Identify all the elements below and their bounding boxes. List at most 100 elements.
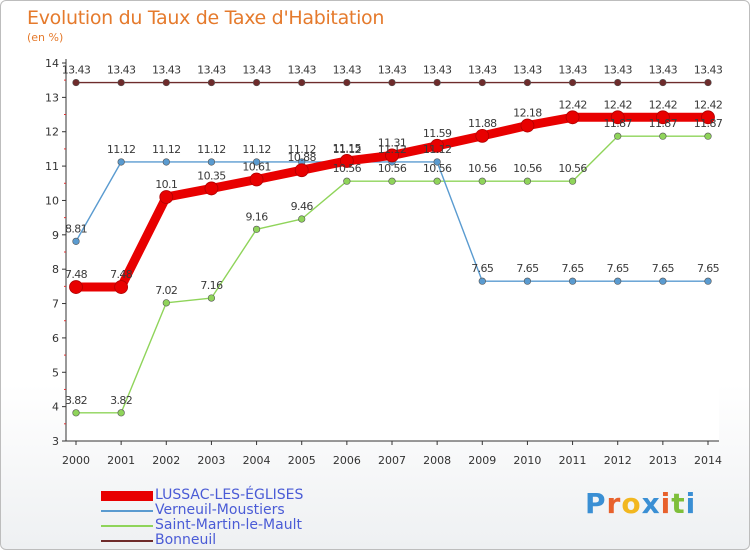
y-tick-label: 12 xyxy=(45,126,59,139)
x-tick-label: 2001 xyxy=(107,454,135,467)
data-point-verneuil-moustiers xyxy=(252,158,261,166)
x-tick-label: 2006 xyxy=(333,454,361,467)
data-point-verneuil-moustiers xyxy=(162,158,170,166)
data-label-verneuil-moustiers: 11.12 xyxy=(287,143,316,156)
y-tick-label: 13 xyxy=(45,91,59,104)
data-point-bonneuil xyxy=(298,78,306,87)
data-label-verneuil-moustiers: 7.65 xyxy=(516,262,539,275)
data-label-verneuil-moustiers: 7.65 xyxy=(562,262,585,275)
data-point-saint-martin-le-mault xyxy=(162,299,170,307)
data-label-bonneuil: 13.43 xyxy=(603,64,632,77)
data-point-lussac-les-glises xyxy=(204,181,219,196)
x-tick-label: 2009 xyxy=(468,454,496,467)
data-point-bonneuil xyxy=(704,78,712,87)
data-point-verneuil-moustiers xyxy=(568,277,577,285)
data-point-bonneuil xyxy=(72,78,80,87)
data-label-verneuil-moustiers: 7.65 xyxy=(697,262,720,275)
data-point-verneuil-moustiers xyxy=(117,158,125,166)
data-label-lussac-les-glises: 7.48 xyxy=(65,268,88,281)
x-tick-label: 2010 xyxy=(513,454,541,467)
data-point-saint-martin-le-mault xyxy=(704,132,712,140)
data-point-bonneuil xyxy=(388,78,396,87)
chart-title: Evolution du Taux de Taxe d'Habitation xyxy=(27,7,385,29)
legend-label-bonneuil: Bonneuil xyxy=(155,532,217,548)
data-label-lussac-les-glises: 10.1 xyxy=(155,178,177,191)
data-label-bonneuil: 13.43 xyxy=(423,64,452,77)
x-tick-label: 2000 xyxy=(62,454,90,467)
data-label-lussac-les-glises: 10.88 xyxy=(287,151,316,164)
data-point-lussac-les-glises xyxy=(610,110,625,125)
legend-label-lussac: LUSSAC-LES-ÉGLISES xyxy=(155,487,304,503)
legend-label-saint-martin: Saint-Martin-le-Mault xyxy=(155,517,302,533)
data-label-lussac-les-glises: 12.42 xyxy=(694,98,723,111)
legend-swatch-bonneuil xyxy=(101,540,153,542)
data-point-verneuil-moustiers xyxy=(207,158,216,166)
data-label-verneuil-moustiers: 11.12 xyxy=(242,143,271,156)
y-tick-label: 3 xyxy=(52,435,59,448)
data-point-verneuil-moustiers xyxy=(523,277,532,285)
data-label-saint-martin-le-mault: 10.56 xyxy=(423,162,452,175)
logo-letter: i xyxy=(660,487,672,520)
data-point-verneuil-moustiers xyxy=(433,158,441,166)
data-label-saint-martin-le-mault: 10.56 xyxy=(378,162,407,175)
data-point-saint-martin-le-mault xyxy=(659,132,667,140)
x-tick-label: 2004 xyxy=(243,454,271,467)
data-label-verneuil-moustiers: 8.81 xyxy=(65,222,87,235)
x-tick-label: 2008 xyxy=(423,454,451,467)
data-label-bonneuil: 13.43 xyxy=(107,64,136,77)
legend-swatch-saint-martin xyxy=(101,525,153,527)
x-tick-label: 2005 xyxy=(288,454,316,467)
data-point-saint-martin-le-mault xyxy=(72,409,80,417)
y-tick-label: 8 xyxy=(52,263,59,276)
data-point-lussac-les-glises xyxy=(159,190,174,204)
data-label-saint-martin-le-mault: 3.82 xyxy=(110,394,132,407)
data-point-saint-martin-le-mault xyxy=(433,177,441,185)
data-label-bonneuil: 13.43 xyxy=(378,64,407,77)
y-tick-label: 14 xyxy=(45,57,59,70)
data-point-lussac-les-glises xyxy=(249,172,264,187)
data-point-lussac-les-glises xyxy=(475,128,490,143)
data-point-saint-martin-le-mault xyxy=(614,132,622,140)
data-label-lussac-les-glises: 12.42 xyxy=(603,98,632,111)
data-point-bonneuil xyxy=(568,78,577,87)
data-point-lussac-les-glises xyxy=(339,154,354,168)
data-point-lussac-les-glises xyxy=(701,110,715,125)
data-label-saint-martin-le-mault: 10.56 xyxy=(513,162,542,175)
data-label-lussac-les-glises: 11.31 xyxy=(378,136,407,149)
data-point-saint-martin-le-mault xyxy=(568,177,577,185)
data-label-bonneuil: 13.43 xyxy=(152,64,181,77)
data-label-bonneuil: 13.43 xyxy=(197,64,226,77)
y-tick-label: 11 xyxy=(45,160,59,173)
data-label-verneuil-moustiers: 11.12 xyxy=(378,143,407,156)
data-label-verneuil-moustiers: 11.12 xyxy=(107,143,136,156)
y-tick-label: 9 xyxy=(52,229,59,242)
data-point-lussac-les-glises xyxy=(385,148,399,163)
x-tick-label: 2007 xyxy=(378,454,406,467)
data-label-bonneuil: 13.43 xyxy=(242,64,271,77)
data-label-bonneuil: 13.43 xyxy=(468,64,497,77)
data-label-lussac-les-glises: 11.59 xyxy=(423,127,452,140)
x-tick-label: 2013 xyxy=(649,454,677,467)
data-point-bonneuil xyxy=(433,78,441,87)
data-label-verneuil-moustiers: 7.65 xyxy=(607,262,630,275)
data-point-verneuil-moustiers xyxy=(72,237,80,245)
data-point-verneuil-moustiers xyxy=(478,277,486,285)
y-tick-label: 10 xyxy=(45,194,59,207)
logo-letter: P xyxy=(585,487,607,520)
data-point-saint-martin-le-mault xyxy=(207,294,216,302)
data-point-bonneuil xyxy=(162,78,170,87)
data-label-lussac-les-glises: 12.42 xyxy=(649,98,678,111)
y-tick-label: 5 xyxy=(52,366,59,379)
data-label-verneuil-moustiers: 11.12 xyxy=(152,143,181,156)
logo-letter: x xyxy=(641,487,661,520)
data-point-bonneuil xyxy=(614,78,622,87)
data-label-verneuil-moustiers: 11.12 xyxy=(197,143,226,156)
data-label-saint-martin-le-mault: 9.46 xyxy=(291,200,314,213)
x-tick-label: 2002 xyxy=(152,454,180,467)
data-point-verneuil-moustiers xyxy=(614,277,622,285)
data-point-bonneuil xyxy=(523,78,532,87)
data-label-saint-martin-le-mault: 7.16 xyxy=(200,279,223,292)
data-point-bonneuil xyxy=(117,78,125,87)
